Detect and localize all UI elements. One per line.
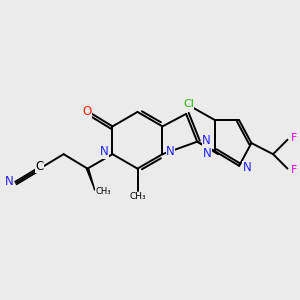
Polygon shape	[86, 169, 94, 189]
Text: CH₃: CH₃	[95, 187, 110, 196]
Text: N: N	[5, 175, 14, 188]
Text: N: N	[203, 147, 212, 160]
Text: F: F	[291, 133, 298, 143]
Text: N: N	[243, 161, 251, 174]
Text: CH₃: CH₃	[129, 192, 146, 201]
Text: N: N	[202, 134, 211, 147]
Text: C: C	[36, 160, 44, 173]
Text: O: O	[83, 105, 92, 118]
Text: F: F	[291, 165, 298, 175]
Text: N: N	[166, 146, 175, 158]
Text: N: N	[100, 146, 109, 158]
Text: Cl: Cl	[183, 99, 194, 109]
